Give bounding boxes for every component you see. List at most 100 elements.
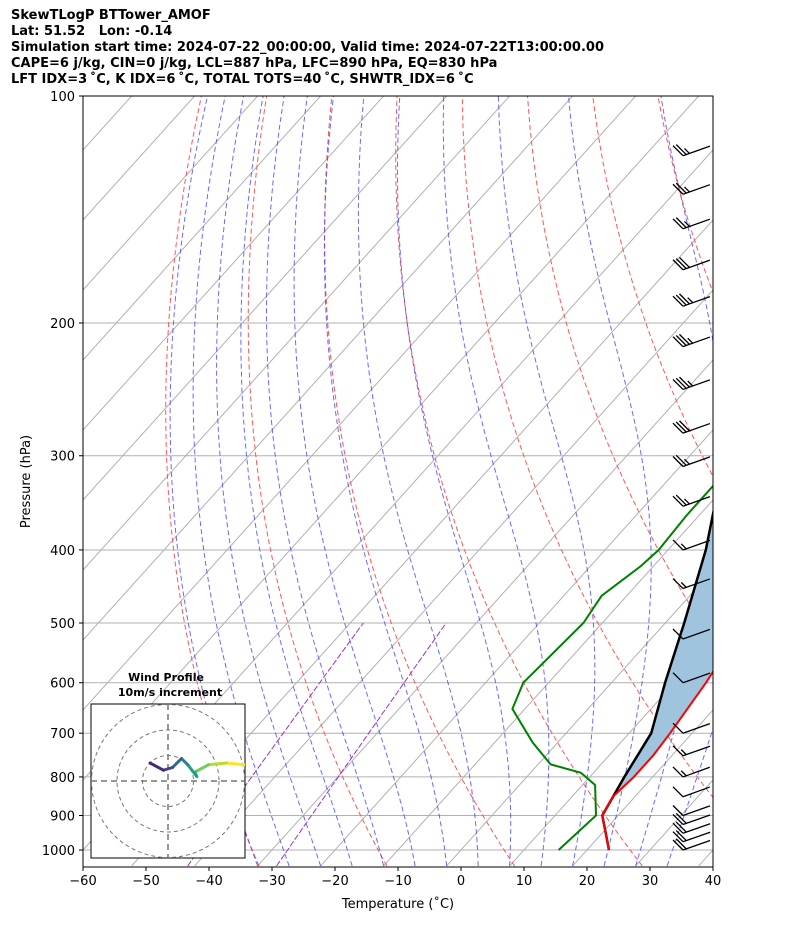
x-tick-label: 0 <box>457 874 465 889</box>
wind-barb <box>672 494 711 507</box>
isotherm-gridline <box>131 219 713 867</box>
wind-barb <box>672 722 711 734</box>
moist-adiabat <box>240 96 353 867</box>
isotherm-gridline <box>83 96 384 431</box>
title-line-4: CAPE=6 j/kg, CIN=0 j/kg, LCL=887 hPa, LF… <box>11 56 498 71</box>
hodograph-subtitle: 10m/s increment <box>118 686 222 699</box>
hodograph-segment <box>225 761 245 767</box>
wind-barb <box>672 454 711 468</box>
moist-adiabat <box>666 727 713 867</box>
isotherm-gridline <box>572 709 713 867</box>
wind-barb <box>672 821 711 834</box>
x-tick-label: −40 <box>195 874 222 889</box>
wind-barb <box>672 182 711 195</box>
x-tick-label: 20 <box>579 874 596 889</box>
isotherm-gridline <box>635 779 713 867</box>
moist-adiabat <box>192 96 290 867</box>
isotherm-gridline <box>383 499 713 867</box>
isotherm-gridline <box>509 639 713 867</box>
wind-barb <box>672 786 710 798</box>
isotherm-gridline <box>257 359 713 867</box>
parcel-profile-line <box>600 507 713 851</box>
dry-adiabat <box>395 96 643 867</box>
wind-barb <box>672 745 711 757</box>
wind-barb <box>672 830 711 843</box>
y-tick-label: 200 <box>50 317 75 332</box>
wind-barb <box>672 420 711 434</box>
dry-adiabat <box>324 96 516 867</box>
wind-barb <box>672 672 711 684</box>
x-tick-label: 30 <box>642 874 659 889</box>
isotherm-gridline <box>83 96 258 291</box>
isotherm-gridline <box>194 289 713 867</box>
x-tick-label: −30 <box>258 874 285 889</box>
x-tick-label: −10 <box>384 874 411 889</box>
wind-barb <box>672 376 711 391</box>
wind-barb <box>672 805 711 817</box>
y-tick-label: 300 <box>50 450 75 465</box>
isotherm-gridline <box>446 569 713 867</box>
title-line-2: Lat: 51.52 Lon: -0.14 <box>11 24 173 39</box>
isotherm-gridline <box>83 96 636 711</box>
title-line-1: SkewTLogP BTTower_AMOF <box>11 8 211 23</box>
dry-adiabat <box>461 96 713 799</box>
y-tick-label: 1000 <box>42 844 75 859</box>
cape-shading <box>602 513 713 850</box>
dry-adiabat <box>723 96 794 866</box>
x-tick-label: 40 <box>705 874 722 889</box>
wind-barb <box>672 578 711 590</box>
wind-barb <box>672 256 711 271</box>
wind-barb <box>672 539 711 551</box>
x-axis-title: Temperature (˚C) <box>341 896 454 912</box>
wind-barb <box>672 838 711 851</box>
wind-barb <box>672 293 711 307</box>
y-tick-label: 400 <box>50 544 75 559</box>
hodograph-segment <box>186 763 199 778</box>
isotherm-gridline <box>83 96 510 571</box>
dewpoint-line <box>511 484 713 851</box>
chart-title-block: SkewTLogP BTTower_AMOF Lat: 51.52 Lon: -… <box>11 8 604 88</box>
hodograph-segment <box>148 761 165 772</box>
moist-adiabat <box>357 96 479 866</box>
x-tick-label: 10 <box>516 874 533 889</box>
title-line-5: LFT IDX=3 ˚C, K IDX=6 ˚C, TOTAL TOTS=40 … <box>11 72 474 87</box>
y-tick-label: 100 <box>50 90 75 105</box>
isotherm-gridline <box>83 96 321 361</box>
y-axis-title: Pressure (hPa) <box>19 435 34 528</box>
moist-adiabat <box>568 96 652 867</box>
moist-adiabat <box>216 96 322 867</box>
x-tick-label: −60 <box>69 874 96 889</box>
mixing-ratio-line <box>276 622 447 867</box>
y-tick-label: 800 <box>50 771 75 786</box>
dry-adiabat <box>527 96 713 643</box>
isotherm-gridline <box>83 96 447 501</box>
dry-adiabat <box>247 96 388 867</box>
hodograph-segment <box>171 757 183 769</box>
moist-adiabat <box>266 96 385 867</box>
moist-adiabat <box>497 96 596 867</box>
isotherm-gridline <box>83 96 573 641</box>
wind-barb <box>672 144 711 157</box>
dry-adiabat <box>788 96 794 866</box>
temperature-line <box>601 669 713 851</box>
y-tick-label: 700 <box>50 727 75 742</box>
dry-adiabat <box>592 96 713 478</box>
isotherm-gridline <box>320 429 713 867</box>
y-tick-label: 900 <box>50 809 75 824</box>
title-line-3: Simulation start time: 2024-07-22_00:00:… <box>11 40 604 55</box>
x-tick-label: −50 <box>132 874 159 889</box>
hodograph-segment <box>193 763 210 774</box>
y-tick-label: 500 <box>50 617 75 632</box>
moist-adiabat <box>293 96 416 867</box>
moist-adiabat <box>323 96 448 867</box>
wind-barb <box>672 333 711 348</box>
hodograph <box>91 704 245 858</box>
x-tick-label: −20 <box>321 874 348 889</box>
hodograph-segment <box>207 761 228 767</box>
wind-barb <box>672 766 710 778</box>
moist-adiabat <box>442 96 550 867</box>
hodograph-segment <box>162 766 174 772</box>
wind-barb <box>672 812 711 826</box>
hodograph-title: Wind Profile <box>128 671 204 684</box>
